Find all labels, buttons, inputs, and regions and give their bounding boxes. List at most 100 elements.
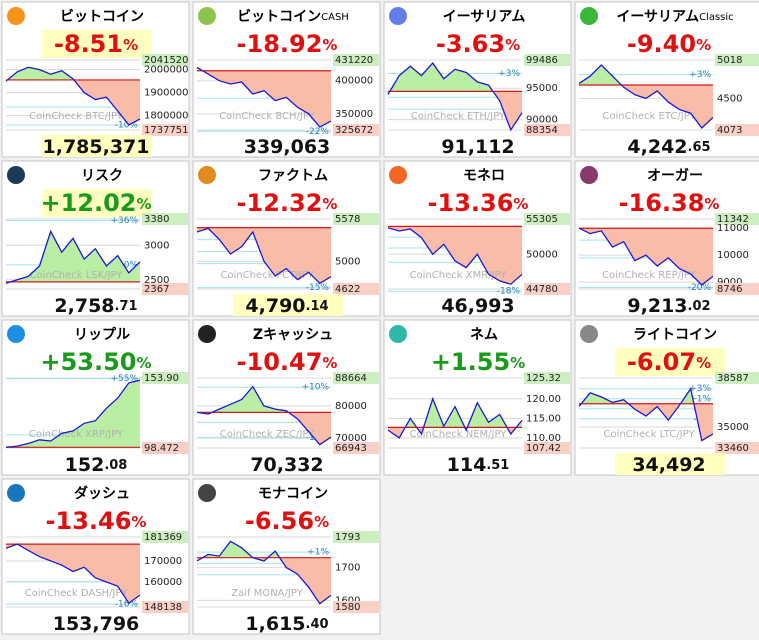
y-tick-label: 400000 xyxy=(335,76,373,87)
price-main: 1,785,371 xyxy=(43,136,150,158)
change-value: -13.36 xyxy=(428,189,514,217)
watermark: CoinCheck BCH/JPY xyxy=(219,111,315,122)
area-above-open xyxy=(197,386,331,413)
y-tick-label: 5000 xyxy=(335,256,360,267)
y-tick-label: 3380 xyxy=(144,214,169,225)
area-above-open xyxy=(405,398,522,428)
change-value: -3.63 xyxy=(436,30,505,58)
coin-icon xyxy=(389,166,407,184)
tick-label-bg xyxy=(715,372,759,384)
change-percent: -6.07% xyxy=(627,348,711,376)
price-line xyxy=(387,227,523,285)
coin-icon xyxy=(198,166,216,184)
change-value: +53.50 xyxy=(40,348,136,376)
price: 2,758.71 xyxy=(54,295,137,317)
price-main: 70,332 xyxy=(250,454,323,476)
coin-name: ダッシュ xyxy=(74,485,130,502)
y-tick-label: 2041520 xyxy=(144,55,189,66)
y-tick-label: 98.472 xyxy=(144,443,179,454)
coin-tile[interactable]: ファクトム-12.32%557850004622-3%-6%-9%-15%Coi… xyxy=(192,160,381,317)
coin-name-text: ビットコイン xyxy=(237,9,321,25)
coin-tile[interactable]: モネロ-13.36%553055000044780-3%-6%-10%-18%C… xyxy=(383,160,572,317)
change-percent: -8.51% xyxy=(54,30,138,58)
tick-label-bg xyxy=(524,372,570,384)
change-percent: -3.63% xyxy=(436,30,520,58)
watermark: CoinCheck DASH/JPY xyxy=(25,588,129,599)
tick-label-bg xyxy=(142,372,188,384)
coin-name: リップル xyxy=(74,327,130,343)
y-tick-label: 50000 xyxy=(526,249,558,260)
change-value: -10.47 xyxy=(237,348,323,376)
change-unit: % xyxy=(510,354,525,372)
price-line xyxy=(196,227,332,285)
tick-label-bg xyxy=(524,54,570,66)
price-decimal: .14 xyxy=(306,299,329,314)
coin-icon xyxy=(7,7,25,25)
tick-label-bg xyxy=(333,124,379,136)
tick-label-bg xyxy=(715,283,759,295)
y-tick-label: 120.00 xyxy=(526,394,561,405)
coin-tile[interactable]: リップル+53.50%153.9098.472+55%+10%CoinCheck… xyxy=(1,319,190,476)
change-percent: -18.92% xyxy=(237,30,338,58)
coin-name-text: モナコイン xyxy=(258,486,328,502)
y-tick-label: 9000 xyxy=(717,277,742,288)
price-highlight xyxy=(233,294,343,316)
price: 1,785,371 xyxy=(43,136,150,158)
area-above-open xyxy=(10,231,140,282)
area-below-open xyxy=(6,79,140,125)
coin-tile[interactable]: モナコイン-6.56%1793170016001580+1%-1%-3%Zaif… xyxy=(192,478,381,635)
y-tick-label: 1900000 xyxy=(144,88,189,99)
coin-icon xyxy=(580,166,598,184)
change-unit: % xyxy=(505,36,520,54)
coin-name-text: ライトコイン xyxy=(633,327,717,343)
price-main: 152 xyxy=(65,454,105,476)
price-main: 34,492 xyxy=(632,454,705,476)
coin-tile[interactable]: ビットコインCASH -18.92%431220 400000 350000 32567… xyxy=(192,1,381,158)
coin-tile[interactable]: ダッシュ-13.46%181369170000160000148138-10%-… xyxy=(1,478,190,635)
area-below-open xyxy=(197,70,331,128)
price-main: 339,063 xyxy=(244,136,331,158)
watermark: CoinCheck XRP/JPY xyxy=(29,429,124,440)
coin-name-text: オーガー xyxy=(647,168,703,184)
change-percent: +12.02% xyxy=(40,189,151,217)
change-unit: % xyxy=(704,195,719,213)
change-value: -12.32 xyxy=(237,189,323,217)
coin-icon xyxy=(198,7,216,25)
y-tick-label: 80000 xyxy=(335,401,367,412)
watermark: CoinCheck ZEC/JPY xyxy=(220,429,315,440)
tick-label-bg xyxy=(333,54,379,66)
y-tick-label: 1793 xyxy=(335,532,360,543)
coin-tile[interactable]: イーサリアムClassic-9.40%501845004073+3%CoinCh… xyxy=(574,1,759,158)
y-tick-label: 1737751 xyxy=(144,125,189,136)
change-unit: % xyxy=(123,36,138,54)
tick-label-bg xyxy=(333,601,379,613)
coin-tile[interactable]: Zキャッシュ-10.47%88664800007000066943+10%-4%… xyxy=(192,319,381,476)
tick-label-bg xyxy=(524,124,570,136)
change-unit: % xyxy=(696,354,711,372)
coin-name-text: ネム xyxy=(470,327,498,343)
change-value: -16.38 xyxy=(619,189,705,217)
y-tick-label: 88664 xyxy=(335,373,367,384)
tick-label-bg xyxy=(715,213,759,225)
coin-tile[interactable]: リスク+12.02%3380300025002367+36%+10%CoinCh… xyxy=(1,160,190,317)
pct-tick-label: +3% xyxy=(689,384,711,394)
change-value: -18.92 xyxy=(237,30,323,58)
coin-name-text: ビットコイン xyxy=(60,9,144,25)
coin-tile[interactable]: ライトコイン-6.07%385873500033460+3%+1%-1%-3%C… xyxy=(574,319,759,476)
coin-icon xyxy=(389,325,407,343)
price-main: 4,790 xyxy=(245,295,305,317)
coin-name-text: イーサリアム xyxy=(443,9,526,25)
tick-label-bg xyxy=(715,124,759,136)
price-decimal: .40 xyxy=(306,617,329,632)
y-tick-label: 4622 xyxy=(335,284,360,295)
price-highlight xyxy=(615,453,725,475)
coin-tile[interactable]: イーサリアム-3.63%99486950009000088354+3%-1%-3… xyxy=(383,1,572,158)
coin-tile[interactable]: オーガー-16.38%11342110001000090008746-4%-10… xyxy=(574,160,759,317)
price-line xyxy=(5,66,141,126)
tick-label-bg xyxy=(142,283,188,295)
price-line xyxy=(5,229,141,284)
tick-label-bg xyxy=(142,442,188,454)
tick-label-bg xyxy=(142,531,188,543)
